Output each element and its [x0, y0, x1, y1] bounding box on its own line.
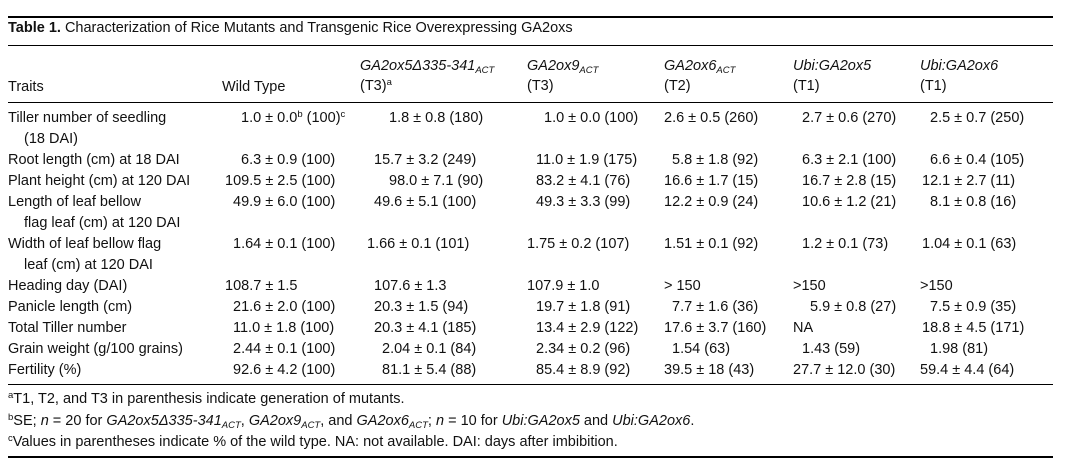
table-caption: Characterization of Rice Mutants and Tra… [64, 20, 573, 36]
table-cell-wt: 2.44 ± 0.1 (100) [233, 341, 336, 357]
table-row-trait: Root length (cm) at 18 DAI [8, 152, 180, 168]
header-wild-type: Wild Type [222, 79, 286, 95]
table-cell: 2.5 ± 0.7 (250) [930, 110, 1025, 126]
table-cell: 13.4 ± 2.9 (122) [536, 320, 639, 336]
table-cell-wt: 21.6 ± 2.0 (100) [233, 299, 336, 315]
table-cell: 10.6 ± 1.2 (21) [802, 194, 897, 210]
top-rule [8, 16, 1053, 18]
table-row-trait: Heading day (DAI) [8, 278, 128, 294]
table-cell: 12.1 ± 2.7 (11) [922, 173, 1016, 189]
header-top-rule [8, 45, 1053, 46]
table-cell: 1.54 (63) [672, 341, 731, 357]
table-cell: 1.98 (81) [930, 341, 989, 357]
table-cell: 2.6 ± 0.5 (260) [664, 110, 759, 126]
table-cell: 5.8 ± 1.8 (92) [672, 152, 759, 168]
table-row-trait: Grain weight (g/100 grains) [8, 341, 183, 357]
table-cell: 6.6 ± 0.4 (105) [930, 152, 1025, 168]
table-cell: >150 [793, 278, 826, 294]
table-cell: 1.75 ± 0.2 (107) [527, 236, 630, 252]
table-cell: 1.04 ± 0.1 (63) [922, 236, 1017, 252]
table-cell: 16.7 ± 2.8 (15) [802, 173, 897, 189]
table-cell: 98.0 ± 7.1 (90) [389, 173, 484, 189]
table-cell: 18.8 ± 4.5 (171) [922, 320, 1025, 336]
footnote-bottom-rule [8, 456, 1053, 458]
table-cell-wt: 6.3 ± 0.9 (100) [241, 152, 336, 168]
table-cell: 6.3 ± 2.1 (100) [802, 152, 897, 168]
table-cell: 107.6 ± 1.3 [374, 278, 447, 294]
table-cell: 5.9 ± 0.8 (27) [810, 299, 897, 315]
table-title: Table 1. Characterization of Rice Mutant… [8, 20, 573, 36]
header-traits: Traits [8, 79, 44, 95]
header-col-ga2ox9: GA2ox9ACT (T3) [527, 58, 599, 94]
table-cell: 12.2 ± 0.9 (24) [664, 194, 759, 210]
table-cell-wt: 49.9 ± 6.0 (100) [233, 194, 336, 210]
table-cell: 20.3 ± 1.5 (94) [374, 299, 469, 315]
table-cell: 1.51 ± 0.1 (92) [664, 236, 759, 252]
table-cell: 2.04 ± 0.1 (84) [382, 341, 477, 357]
table-cell-wt: 1.64 ± 0.1 (100) [233, 236, 336, 252]
table-cell: 1.2 ± 0.1 (73) [802, 236, 889, 252]
footnote-a: aT1, T2, and T3 in parenthesis indicate … [8, 390, 405, 407]
table-cell: 107.9 ± 1.0 [527, 278, 600, 294]
table-cell: 7.5 ± 0.9 (35) [930, 299, 1017, 315]
table-row-trait: Length of leaf bellow flag leaf (cm) at … [8, 194, 181, 231]
table-cell: 20.3 ± 4.1 (185) [374, 320, 477, 336]
table-row-trait: Plant height (cm) at 120 DAI [8, 173, 191, 189]
table-cell: 1.8 ± 0.8 (180) [389, 110, 484, 126]
table-row-trait: Panicle length (cm) [8, 299, 133, 315]
table-cell: 59.4 ± 4.4 (64) [920, 362, 1015, 378]
table-cell: 1.0 ± 0.0 (100) [544, 110, 639, 126]
table-cell: 2.7 ± 0.6 (270) [802, 110, 897, 126]
table-cell: 11.0 ± 1.9 (175) [536, 152, 638, 168]
table-cell: 49.3 ± 3.3 (99) [536, 194, 631, 210]
table-cell: 7.7 ± 1.6 (36) [672, 299, 759, 315]
table-cell: > 150 [664, 278, 701, 294]
table-cell: 19.7 ± 1.8 (91) [536, 299, 631, 315]
table-row-trait: Total Tiller number [8, 320, 127, 336]
table-label: Table 1. [8, 20, 61, 36]
header-col-ubi-ga2ox5: Ubi:GA2ox5 (T1) [793, 58, 872, 94]
table-cell: 15.7 ± 3.2 (249) [374, 152, 477, 168]
header-col-ga2ox5-mutant: GA2ox5Δ335-341ACT (T3)a [360, 58, 495, 94]
table-cell: 81.1 ± 5.4 (88) [382, 362, 477, 378]
table-cell: 16.6 ± 1.7 (15) [664, 173, 759, 189]
table-cell: 8.1 ± 0.8 (16) [930, 194, 1017, 210]
table-cell-wt: 92.6 ± 4.2 (100) [233, 362, 336, 378]
table-cell: 2.34 ± 0.2 (96) [536, 341, 631, 357]
header-col-ubi-ga2ox6: Ubi:GA2ox6 (T1) [920, 58, 999, 94]
table-cell: NA [793, 320, 814, 336]
table-row-trait: Fertility (%) [8, 362, 82, 378]
table-row-trait: Width of leaf bellow flag leaf (cm) at 1… [8, 236, 162, 273]
table-cell: 27.7 ± 12.0 (30) [793, 362, 896, 378]
footnote-b: bSE; n = 20 for GA2ox5Δ335-341ACT, GA2ox… [8, 412, 695, 431]
table-cell-wt: 11.0 ± 1.8 (100) [233, 320, 335, 336]
header-col-ga2ox6: GA2ox6ACT (T2) [664, 58, 736, 94]
table-cell-wt: 108.7 ± 1.5 [225, 278, 298, 294]
table-cell-wt: 1.0 ± 0.0b (100)c [241, 109, 346, 126]
table-cell: 39.5 ± 18 (43) [664, 362, 755, 378]
table-row-trait: Tiller number of seedling (18 DAI) [8, 110, 167, 147]
table-cell: 17.6 ± 3.7 (160) [664, 320, 767, 336]
table-cell: 1.66 ± 0.1 (101) [367, 236, 470, 252]
table-cell: 83.2 ± 4.1 (76) [536, 173, 631, 189]
footnote-c: cValues in parentheses indicate % of the… [8, 433, 618, 450]
header-bottom-rule [8, 102, 1053, 103]
table-cell: 1.43 (59) [802, 341, 861, 357]
table-cell: 49.6 ± 5.1 (100) [374, 194, 477, 210]
table-bottom-rule [8, 384, 1053, 385]
table-cell: >150 [920, 278, 953, 294]
table-cell: 85.4 ± 8.9 (92) [536, 362, 631, 378]
table-cell-wt: 109.5 ± 2.5 (100) [225, 173, 336, 189]
